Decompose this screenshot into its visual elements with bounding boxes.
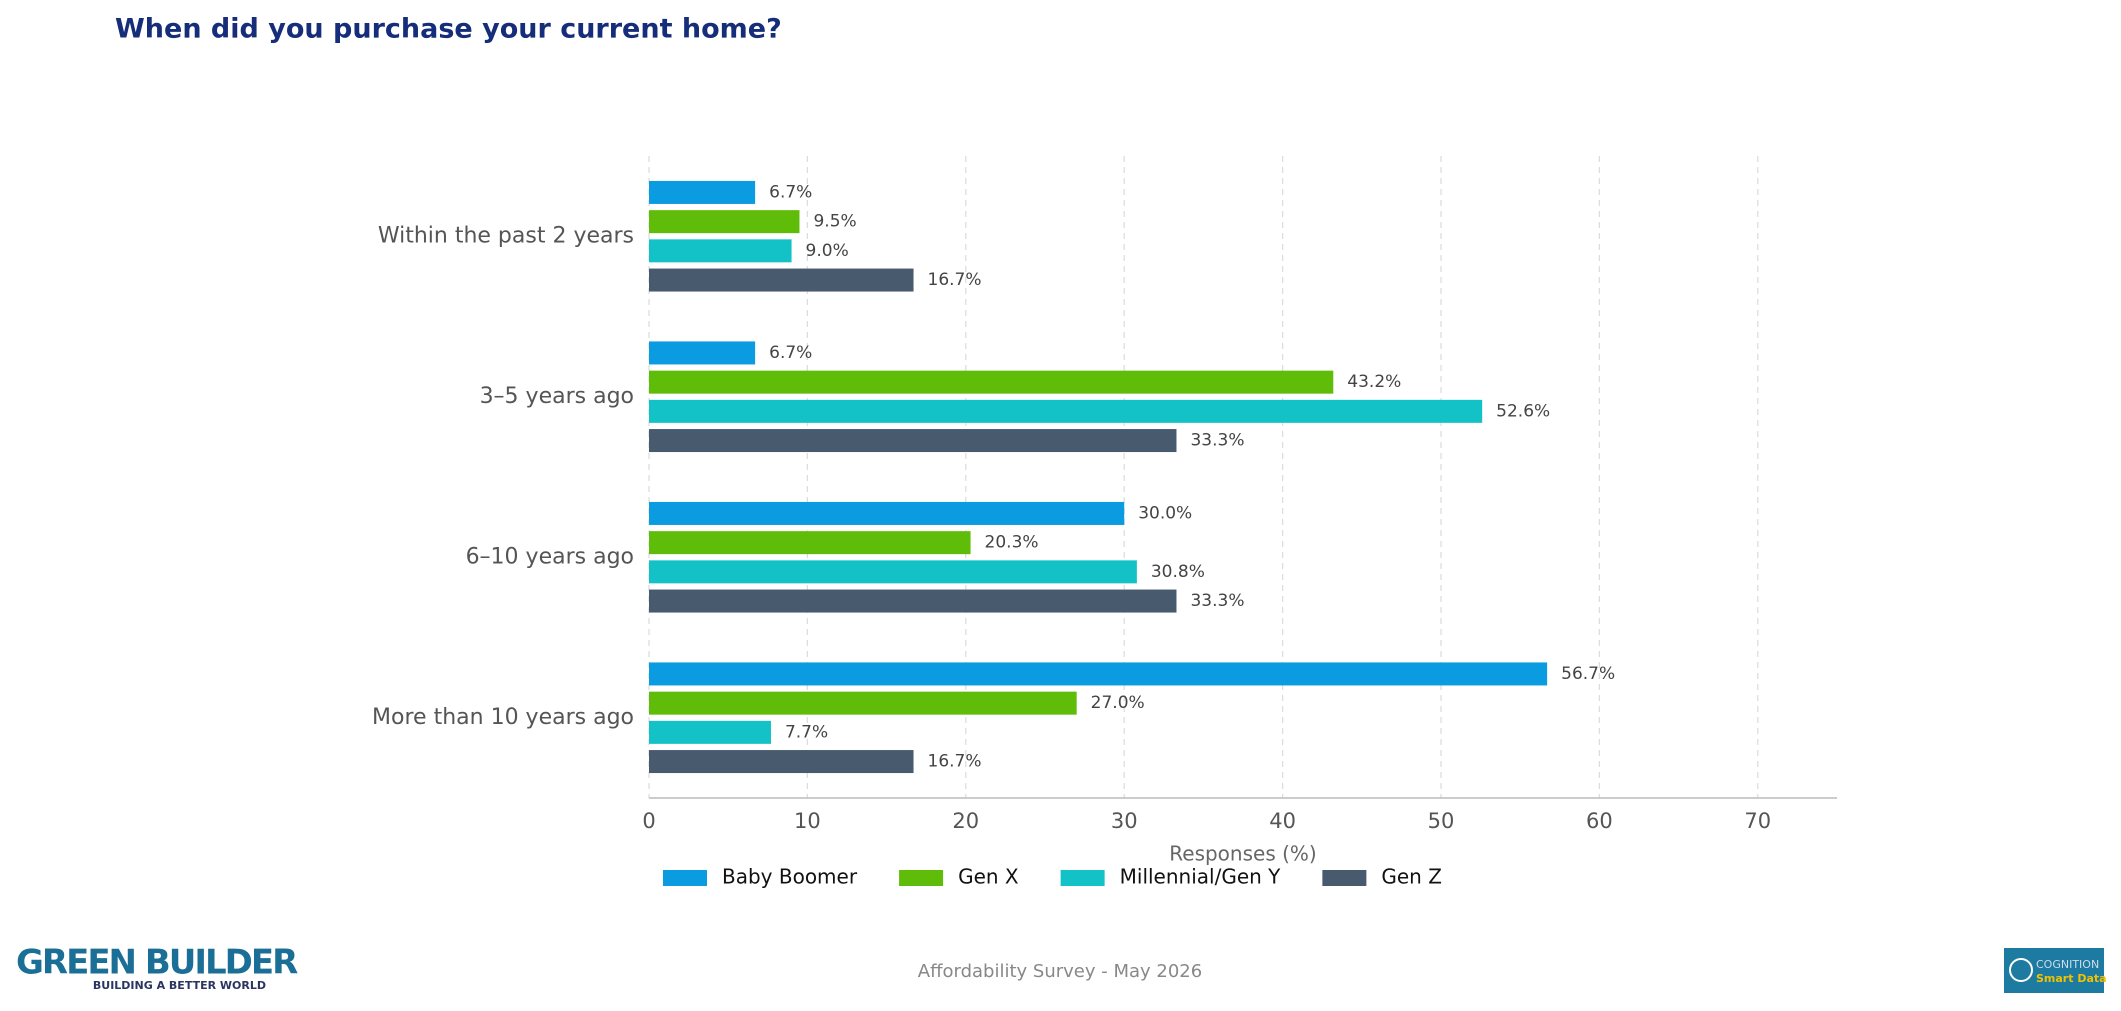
value-label: 20.3% [985, 533, 1039, 553]
x-tick-label: 60 [1586, 809, 1613, 833]
x-tick-label: 20 [952, 809, 979, 833]
x-tick-label: 50 [1428, 809, 1455, 833]
bar [649, 501, 1125, 525]
bar [649, 210, 800, 234]
value-label: 33.3% [1190, 431, 1244, 451]
legend-swatch [899, 870, 944, 886]
bar [649, 429, 1177, 453]
x-tick-label: 40 [1269, 809, 1296, 833]
value-label: 16.7% [928, 270, 982, 290]
value-label: 30.0% [1138, 503, 1192, 523]
x-tick-label: 70 [1744, 809, 1771, 833]
value-label: 9.5% [813, 212, 856, 232]
value-label: 56.7% [1561, 664, 1615, 684]
bar [649, 691, 1077, 715]
legend-label: Baby Boomer [722, 865, 858, 889]
bar [649, 370, 1334, 394]
bar [649, 560, 1137, 584]
legend-swatch [1060, 870, 1105, 886]
value-label: 9.0% [806, 241, 849, 261]
y-tick-label: 3–5 years ago [480, 384, 634, 409]
bar [649, 399, 1483, 423]
value-label: 33.3% [1190, 591, 1244, 611]
x-tick-label: 0 [642, 809, 655, 833]
footer-source: Affordability Survey - May 2026 [918, 961, 1202, 982]
y-tick-label: 6–10 years ago [466, 544, 634, 569]
value-label: 16.7% [928, 752, 982, 772]
legend-swatch [1322, 870, 1367, 886]
bar [649, 239, 792, 263]
bar [649, 662, 1548, 686]
bar [649, 341, 756, 365]
value-label: 6.7% [769, 182, 812, 202]
legend-label: Gen Z [1381, 865, 1442, 889]
x-tick-label: 10 [794, 809, 821, 833]
bar [649, 720, 771, 744]
bar [649, 180, 756, 204]
bar [649, 268, 914, 292]
legend-swatch [663, 870, 707, 886]
legend-label: Gen X [958, 865, 1019, 889]
value-label: 52.6% [1496, 401, 1550, 421]
logo-name: GREEN BUILDER [16, 943, 298, 983]
bar [649, 589, 1177, 613]
logo-tagline: Smart Data [2036, 972, 2107, 985]
x-tick-label: 30 [1111, 809, 1138, 833]
x-axis-label: Responses (%) [1169, 842, 1316, 866]
bar [649, 750, 914, 774]
legend-label: Millennial/Gen Y [1120, 865, 1282, 889]
y-tick-label: Within the past 2 years [378, 223, 634, 248]
value-label: 6.7% [769, 343, 812, 363]
chart-title: When did you purchase your current home? [115, 14, 782, 45]
value-label: 27.0% [1091, 693, 1145, 713]
logo-icon [2009, 958, 2033, 982]
logo-box [2004, 948, 2104, 993]
logo-name: COGNITION [2036, 958, 2099, 971]
value-label: 7.7% [785, 722, 828, 742]
value-label: 30.8% [1151, 562, 1205, 582]
value-label: 43.2% [1347, 372, 1401, 392]
y-tick-label: More than 10 years ago [372, 705, 634, 730]
logo-tagline: BUILDING A BETTER WORLD [93, 979, 266, 992]
bar [649, 531, 971, 555]
